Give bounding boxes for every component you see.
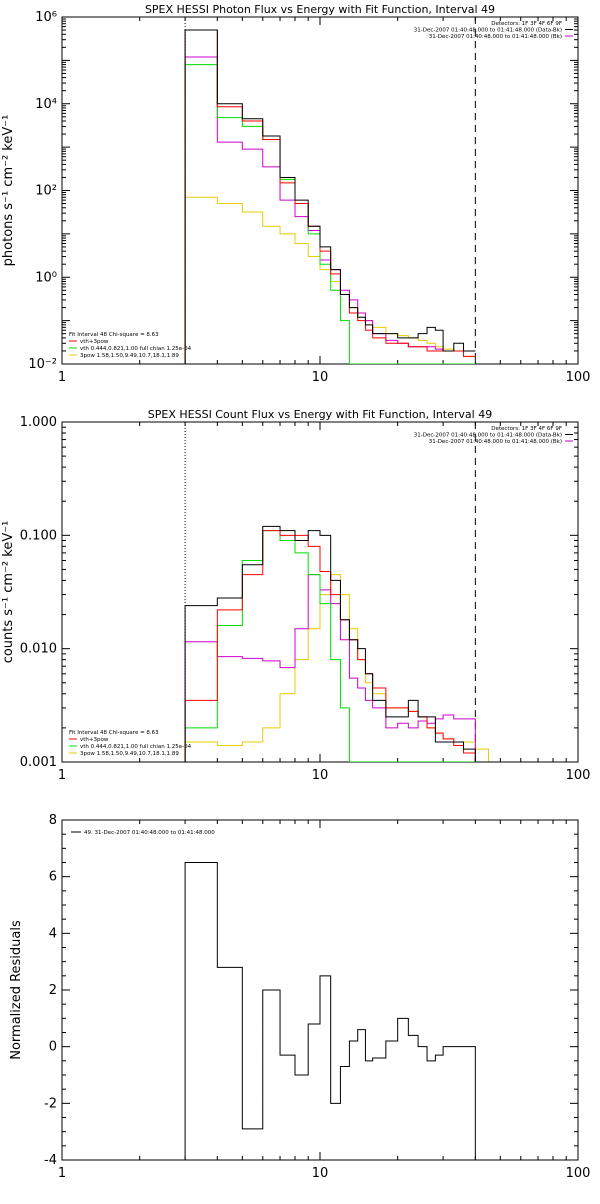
x-tick-label: 100 xyxy=(566,1166,591,1181)
series-line-2 xyxy=(184,530,501,762)
x-tick-label: 10 xyxy=(312,768,329,783)
y-tick-label: 8 xyxy=(49,813,57,828)
y-tick-label: 6 xyxy=(49,870,57,885)
chart-panel-3: 1 10 100 -4 -2 0 2 4 6 8 Normalized Residuals 49. 3… xyxy=(9,813,590,1181)
series-line-4 xyxy=(184,574,501,762)
legend-top-entry: 31-Dec-2007 01:40:48.000 to 01:41:48.000… xyxy=(429,439,562,445)
y-tick-label: 10⁶ xyxy=(35,10,57,25)
legend-bottom-entry: vth 0.444,0.821,1.00 full chian 1.25e-04 xyxy=(80,346,192,352)
y-tick-label: 2 xyxy=(49,983,57,998)
y-tick-label: 10⁰ xyxy=(35,270,57,285)
series-line-1 xyxy=(184,29,476,364)
series-line-5 xyxy=(184,574,501,762)
x-tick-label: 10 xyxy=(312,1166,329,1181)
series-line-4 xyxy=(184,56,476,364)
series-line-3 xyxy=(184,64,476,364)
legend-top-entry: 49. 31-Dec-2007 01:40:48.000 to 01:41:48… xyxy=(84,830,215,836)
legend-bottom-entry: 3pow 1.58,1.50,9.49,10.7,18.1,1.89 xyxy=(80,751,179,757)
series-line-3 xyxy=(184,530,501,762)
y-axis-label: counts s⁻¹ cm⁻² keV⁻¹ xyxy=(1,521,16,664)
y-tick-label: 0.010 xyxy=(20,642,57,657)
x-tick-label: 1 xyxy=(58,370,66,385)
legend-top-entry: 31-Dec-2007 01:40:48.000 to 01:41:48.000… xyxy=(414,28,562,34)
legend-bottom-entry: Fit Interval 48 Chi-square = 8.63 xyxy=(69,730,159,736)
legend-bottom-entry: 3pow 1.58,1.50,9.49,10.7,18.1,1.89 xyxy=(80,353,179,359)
chart-panel-1: SPEX HESSI Photon Flux vs Energy with Fi… xyxy=(1,3,590,385)
y-tick-label: 10⁴ xyxy=(35,97,57,112)
chart-title: SPEX HESSI Photon Flux vs Energy with Fi… xyxy=(145,3,495,16)
x-tick-label: 1 xyxy=(58,1166,66,1181)
y-tick-label: 4 xyxy=(49,926,57,941)
x-tick-label: 1 xyxy=(58,768,66,783)
y-tick-label: 0.100 xyxy=(20,528,57,543)
series-line-1 xyxy=(184,862,476,1160)
legend-top-entry: Detectors: 1F 3F 4F 6F 9F xyxy=(491,426,562,432)
legend-top-entry: 31-Dec-2007 01:40:48.000 to 01:41:48.000… xyxy=(429,34,562,40)
y-tick-label: 0.001 xyxy=(20,755,57,770)
x-tick-label: 10 xyxy=(312,370,329,385)
x-tick-label: 100 xyxy=(566,768,591,783)
legend-bottom-entry: vth+3pow xyxy=(80,339,109,345)
x-tick-label: 100 xyxy=(566,370,591,385)
legend-bottom-entry: vth+3pow xyxy=(80,737,109,743)
series-line-2 xyxy=(184,29,476,364)
chart-panel-2: SPEX HESSI Count Flux vs Energy with Fit… xyxy=(1,408,590,783)
legend-bottom-entry: vth 0.444,0.821,1.00 full chian 1.25e-04 xyxy=(80,744,192,750)
y-axis-label: photons s⁻¹ cm⁻² keV⁻¹ xyxy=(1,115,16,267)
legend-top-entry: 31-Dec-2007 01:40:48.000 to 01:41:48.000… xyxy=(414,433,562,439)
y-tick-label: 10² xyxy=(35,184,57,199)
legend-top-entry: Detectors: 1F 3F 4F 6F 9F xyxy=(491,21,562,27)
y-tick-label: 1.000 xyxy=(20,415,57,430)
y-tick-label: 0 xyxy=(49,1040,57,1055)
plot-frame xyxy=(61,16,579,365)
y-axis-label: Normalized Residuals xyxy=(9,920,24,1060)
y-tick-label: -4 xyxy=(44,1153,57,1168)
legend-bottom-entry: Fit Interval 48 Chi-square = 8.63 xyxy=(69,332,159,338)
y-tick-label: 10⁻² xyxy=(28,357,57,372)
series-line-1 xyxy=(184,525,501,762)
y-tick-label: -2 xyxy=(44,1096,57,1111)
chart-title: SPEX HESSI Count Flux vs Energy with Fit… xyxy=(148,408,492,421)
